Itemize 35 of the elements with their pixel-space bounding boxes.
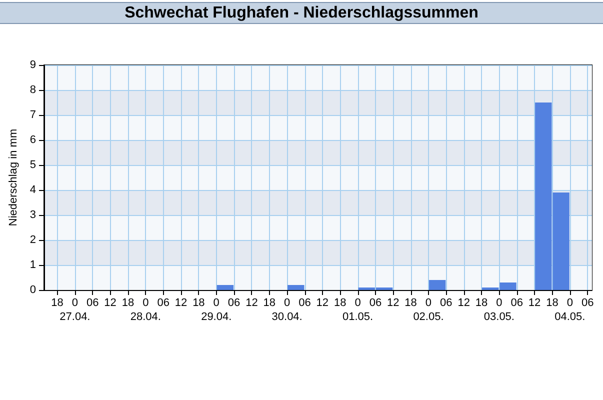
x-tick-label: 12: [528, 297, 541, 309]
x-tick-label: 12: [458, 297, 470, 309]
x-tick-label: 06: [228, 297, 240, 309]
x-tick-label: 06: [86, 297, 99, 309]
chart-title: Schwechat Flughafen - Niederschlagssummen: [124, 4, 478, 22]
y-tick-label: 6: [30, 134, 36, 146]
x-tick-label: 06: [369, 297, 382, 309]
x-tick-label: 06: [298, 297, 311, 309]
x-tick-label: 06: [440, 297, 452, 309]
x-tick-label: 12: [174, 297, 188, 309]
y-tick-label: 4: [30, 184, 36, 196]
y-tick-label: 2: [30, 234, 36, 246]
x-tick-label: 12: [246, 297, 258, 309]
x-tick-label: 18: [334, 297, 346, 309]
x-tick-label: 12: [387, 297, 400, 309]
y-tick-label: 5: [30, 159, 36, 171]
y-tick-label: 1: [30, 259, 36, 271]
x-tick-label: 18: [263, 297, 276, 309]
y-tick-label: 0: [30, 284, 36, 296]
x-tick-label: 12: [104, 297, 116, 309]
x-tick-label: 18: [122, 297, 134, 309]
y-tick-label: 7: [30, 109, 36, 121]
x-tick-label: 06: [581, 297, 594, 309]
x-tick-label: 06: [157, 297, 170, 309]
x-tick-label: 12: [316, 297, 329, 309]
y-axis-title: Niederschlag in mm: [8, 128, 20, 226]
y-tick-label: 3: [30, 209, 36, 221]
x-tick-label: 18: [546, 297, 558, 309]
x-tick-label: 18: [51, 297, 64, 309]
x-tick-label: 18: [475, 297, 488, 309]
x-tick-label: 06: [510, 297, 523, 309]
x-tick-label: 18: [192, 297, 205, 309]
y-tick-label: 9: [30, 59, 36, 71]
y-tick-label: 8: [30, 84, 36, 96]
x-tick-label: 18: [404, 297, 417, 309]
